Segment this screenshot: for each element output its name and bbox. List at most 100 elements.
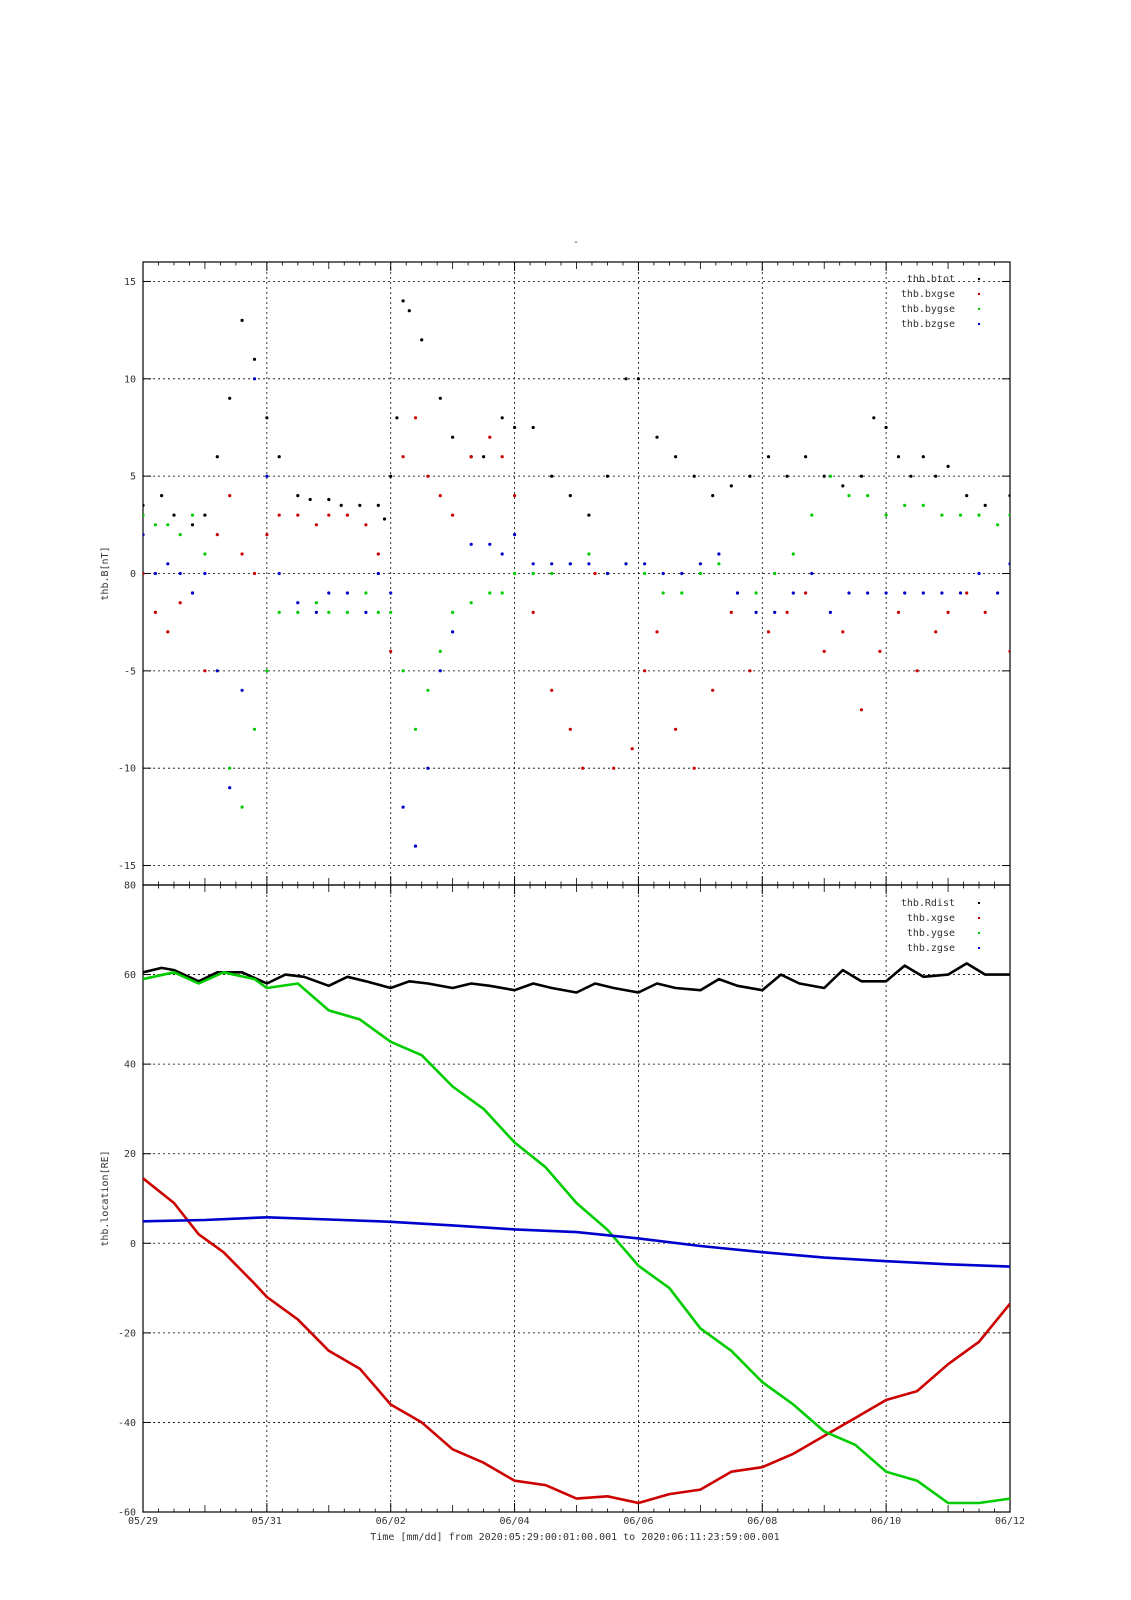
legend-swatch-rdist: [978, 902, 980, 904]
panel-location: 05/29 05/31 06/02 06/04 06/06 06/08 06/10 06/12…: [100, 881, 1025, 1528]
data-point-bygse: [228, 766, 232, 770]
data-point-bygse: [717, 562, 721, 566]
data-point-bygse: [921, 503, 925, 507]
data-point-bxgse: [711, 688, 715, 692]
data-point-bzgse: [376, 571, 380, 576]
data-point-btot: [921, 455, 925, 459]
legend-label-bzgse: thb.bzgse: [901, 319, 955, 330]
data-point-btot: [841, 484, 845, 488]
data-point-btot: [785, 474, 789, 478]
x-axis-title: Time [mm/dd] from 2020:05:29:00:01:00.00…: [370, 1532, 779, 1543]
data-point-bzgse: [469, 542, 473, 546]
data-point-bygse: [773, 571, 777, 576]
data-point-bzgse: [828, 610, 833, 615]
y-tick-label: 10: [124, 374, 136, 385]
data-point-bxgse: [581, 766, 585, 770]
data-point-bzgse: [426, 766, 430, 770]
data-point-bxgse: [859, 708, 864, 712]
data-point-btot: [729, 484, 733, 488]
data-point-bxgse: [389, 649, 393, 654]
data-point-bzgse: [568, 562, 572, 566]
y-tick-label: 0: [130, 1239, 136, 1250]
data-point-bygse: [996, 523, 1000, 527]
data-point-btot: [376, 503, 380, 507]
legend-label-btot: thb.btot: [907, 274, 955, 285]
data-point-bxgse: [568, 727, 572, 731]
series-bygse: [143, 474, 1010, 809]
data-point-bzgse: [791, 591, 795, 595]
legend-label-bxgse: thb.bxgse: [901, 289, 955, 300]
data-point-bygse: [314, 601, 318, 605]
data-point-bygse: [940, 513, 944, 517]
data-point-btot: [513, 425, 517, 430]
data-point-bzgse: [605, 571, 610, 576]
data-point-bygse: [240, 805, 244, 809]
data-point-bxgse: [178, 601, 182, 605]
data-point-bygse: [754, 591, 758, 595]
x-tick-label: 06/12: [995, 1516, 1025, 1527]
panel-magnetic-field: 15 10 5 0 -5 -10 -15 thb.B[nT] thb.btot thb.bxgse…: [100, 261, 1011, 886]
y-tick-label: -60: [118, 1508, 136, 1519]
y-tick-label: -5: [124, 666, 136, 677]
data-point-bzgse: [277, 571, 281, 576]
legend-swatch-xgse: [978, 917, 980, 919]
x-tick-label: 06/02: [376, 1516, 406, 1527]
data-point-bxgse: [252, 571, 257, 576]
data-point-bxgse: [345, 513, 349, 517]
data-point-bxgse: [946, 610, 950, 615]
data-point-bzgse: [364, 610, 368, 615]
data-point-bxgse: [674, 727, 678, 731]
data-point-btot: [934, 474, 938, 478]
data-point-bxgse: [203, 669, 207, 673]
data-point-bxgse: [296, 513, 300, 517]
data-point-bzgse: [996, 591, 1000, 595]
data-point-bxgse: [413, 416, 418, 420]
data-point-bygse: [426, 688, 430, 692]
data-point-bygse: [884, 513, 888, 517]
data-point-bzgse: [401, 805, 405, 809]
data-point-btot: [965, 494, 969, 498]
data-point-bygse: [190, 513, 195, 517]
data-point-bygse: [847, 494, 851, 498]
figure-title: -: [573, 237, 579, 248]
legend-swatch-bxgse: [977, 292, 981, 296]
data-point-btot: [983, 503, 987, 507]
data-point-bzgse: [143, 533, 145, 537]
data-point-bxgse: [215, 533, 219, 537]
y-tick-label: 0: [130, 569, 136, 580]
legend-label-zgse: thb.zgse: [907, 943, 955, 954]
data-point-btot: [1008, 494, 1010, 498]
data-point-bzgse: [680, 571, 684, 576]
data-point-bzgse: [661, 571, 665, 576]
data-point-bxgse: [643, 669, 647, 673]
data-point-bxgse: [500, 455, 504, 459]
data-point-btot: [277, 455, 281, 459]
data-point-bzgse: [252, 377, 257, 381]
data-point-bzgse: [296, 601, 300, 605]
data-point-bygse: [903, 503, 907, 507]
data-point-btot: [228, 396, 232, 400]
data-point-btot: [655, 435, 659, 439]
data-point-bzgse: [773, 610, 777, 615]
data-point-bygse: [680, 591, 684, 595]
data-point-bxgse: [822, 649, 826, 654]
data-point-bzgse: [178, 571, 182, 576]
data-point-bzgse: [810, 571, 814, 576]
x-tick-label: 06/08: [747, 1516, 777, 1527]
series-bxgse: [143, 416, 1010, 770]
y-tick-label: 5: [130, 472, 136, 483]
data-point-bxgse: [785, 610, 789, 615]
y-tick-label: -40: [118, 1418, 136, 1429]
data-point-bzgse: [531, 562, 535, 566]
data-point-btot: [382, 517, 387, 521]
data-point-btot: [550, 474, 554, 478]
data-point-bxgse: [277, 513, 281, 517]
data-point-bzgse: [958, 591, 963, 595]
data-point-bygse: [389, 610, 393, 615]
data-point-bzgse: [451, 630, 455, 634]
data-point-bzgse: [265, 474, 269, 478]
y-axis-title: thb.location[RE]: [100, 1150, 111, 1246]
data-point-bygse: [810, 513, 814, 517]
data-point-bxgse: [376, 552, 380, 556]
x-tick-label: 06/04: [500, 1516, 530, 1527]
